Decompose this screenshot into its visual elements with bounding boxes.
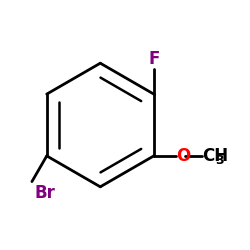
- Text: 3: 3: [216, 154, 224, 167]
- Text: Br: Br: [34, 184, 55, 202]
- Text: O: O: [176, 147, 191, 165]
- Text: CH: CH: [202, 147, 228, 165]
- Text: F: F: [148, 50, 160, 68]
